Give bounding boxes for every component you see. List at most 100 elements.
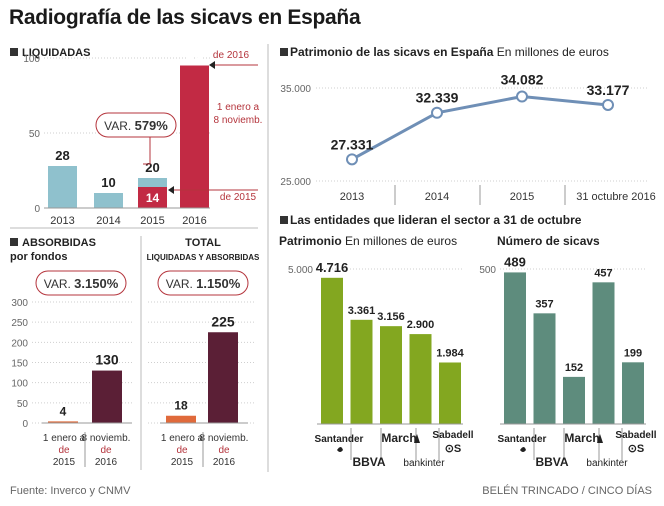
patrimonio-line (351, 95, 609, 161)
patrimonio-title: Patrimonio de las sicavs en España En mi… (290, 45, 609, 59)
absorbidas-value-label: 4 (60, 404, 67, 418)
absorbidas-xtick: 2015 (53, 457, 76, 468)
entidades-patrimonio-bar-Bankinter (409, 334, 432, 424)
liquidadas-value-label: 10 (101, 175, 115, 190)
numero-sicavs-logo-sabadell: Sabadell (615, 430, 656, 441)
liquidadas-top-arrow (209, 61, 215, 69)
total-bar-1 (208, 332, 238, 423)
numero-sicavs-sabadell-symbol-icon: ⊙S (628, 443, 645, 455)
entidades-patrimonio-logo-santander: Santander (315, 434, 364, 445)
patrimonio-value-label: 34.082 (501, 72, 544, 88)
patrimonio-value-label: 32.339 (416, 90, 459, 106)
entidades-patrimonio-logo-bankinter: bankinter (403, 458, 445, 469)
total-xtick: de (218, 445, 230, 456)
liquidadas-bottom-label: de 2015 (220, 192, 257, 203)
numero-sicavs-value-label: 489 (504, 254, 526, 269)
patrimonio-value-label: 27.331 (331, 136, 374, 152)
patrimonio-point (346, 153, 358, 166)
absorbidas-ytick: 100 (11, 379, 28, 390)
credit-note: BELÉN TRINCADO / CINCO DÍAS (482, 485, 652, 497)
entidades-patrimonio-logo-bbva: BBVA (352, 455, 385, 469)
liquidadas-bar-overlay (138, 187, 167, 208)
absorbidas-ytick: 200 (11, 338, 28, 349)
numero-sicavs-bar-Santander (504, 272, 526, 424)
absorbidas-ytick: 50 (17, 399, 29, 410)
total-var-badge-value: 1.150% (196, 276, 241, 291)
patrimonio-point (516, 90, 528, 103)
total-bar-0 (166, 415, 196, 423)
entidades-patrimonio-value-label: 4.716 (316, 260, 349, 275)
absorbidas-xtick: 8 noviemb. (82, 433, 131, 444)
numero-sicavs-bar-Sabadell (622, 362, 644, 424)
liquidadas-title: LIQUIDADAS (22, 47, 90, 59)
patrimonio-xtick: 2015 (510, 191, 534, 203)
numero-sicavs-logo-bankinter: bankinter (586, 458, 628, 469)
liquidadas-mid-label-2: 8 noviemb. (214, 115, 263, 126)
liquidadas-title-marker (10, 48, 18, 56)
page-title: Radiografía de las sicavs en España (9, 6, 361, 29)
liquidadas-value-label: 28 (55, 148, 69, 163)
numero-sicavs-value-label: 199 (624, 347, 642, 359)
liquidadas-var-badge-value: 579% (135, 118, 169, 133)
entidades-patrimonio-subtitle: En millones de euros (345, 234, 457, 248)
patrimonio-title-marker (280, 48, 288, 56)
numero-sicavs-bar-BBVA (533, 313, 556, 424)
absorbidas-var-badge-value: 3.150% (74, 276, 119, 291)
total-xtick: 2015 (171, 457, 194, 468)
absorbidas-var-badge-frame (35, 270, 127, 296)
numero-sicavs-logo-march: March (564, 431, 599, 445)
absorbidas-var-badge-label: VAR. 3.150% (44, 276, 119, 291)
liquidadas-var-badge: VAR. 579% (95, 112, 177, 138)
liquidadas-xtick: 2016 (182, 215, 206, 227)
numero-sicavs-title: Número de sicavs (497, 234, 600, 248)
patrimonio-ytick: 25.000 (280, 177, 311, 188)
entidades-section-marker (280, 216, 288, 224)
liquidadas-bar-2016 (180, 65, 209, 208)
entidades-patrimonio-bar-BBVA (350, 319, 373, 424)
numero-sicavs-value-label: 357 (535, 298, 553, 310)
patrimonio-subtitle: En millones de euros (497, 45, 609, 59)
total-var-badge-frame (157, 270, 249, 296)
absorbidas-ytick: 300 (11, 298, 28, 309)
liquidadas-bottom-arrow (168, 186, 174, 194)
entidades-patrimonio-value-label: 3.361 (348, 305, 376, 317)
liquidadas-var-badge-label: VAR. 579% (104, 118, 168, 133)
absorbidas-ytick: 150 (11, 359, 28, 370)
absorbidas-xtick: 1 enero a (43, 433, 86, 444)
total-var-badge: VAR. 1.150% (157, 270, 249, 296)
numero-sicavs-bar-March (563, 376, 585, 424)
absorbidas-ytick: 0 (22, 419, 28, 430)
absorbidas-bar-1 (92, 370, 122, 423)
entidades-patrimonio-logos: Santander BBVA March bankinter Sabadell ⊙S (315, 430, 474, 469)
entidades-patrimonio-value-label: 2.900 (407, 319, 435, 331)
entidades-patrimonio-logo-sabadell: Sabadell (432, 430, 473, 441)
total-subtitle: LIQUIDADAS Y ABSORBIDAS (147, 253, 260, 262)
liquidadas-xtick: 2013 (50, 215, 74, 227)
entidades-patrimonio-bar-Santander (321, 277, 343, 424)
total-title: TOTAL (185, 237, 221, 249)
numero-sicavs-logo-bbva: BBVA (535, 455, 568, 469)
numero-sicavs-bar-Bankinter (592, 282, 615, 424)
absorbidas-title-marker (10, 238, 18, 246)
total-xtick: 1 enero a (161, 433, 204, 444)
numero-sicavs-logos: Santander BBVA March bankinter Sabadell ⊙S (498, 430, 657, 469)
absorbidas-subtitle: por fondos (10, 251, 67, 263)
liquidadas-overlay-label: 14 (146, 191, 160, 205)
liquidadas-ytick: 50 (29, 129, 41, 140)
entidades-patrimonio-ytick: 5.000 (288, 265, 313, 276)
numero-sicavs-march-mark-icon (597, 434, 603, 443)
numero-sicavs-ytick: 500 (479, 265, 496, 276)
entidades-patrimonio-bar-March (380, 326, 402, 424)
entidades-patrimonio-bar-Sabadell (439, 362, 461, 424)
patrimonio-xtick: 2014 (425, 191, 449, 203)
numero-sicavs-value-label: 152 (565, 362, 583, 374)
patrimonio-xtick: 31 octubre 2016 (576, 191, 656, 203)
numero-sicavs-value-label: 457 (594, 267, 612, 279)
total-xtick: 2016 (213, 457, 236, 468)
source-note: Fuente: Inverco y CNMV (10, 485, 131, 497)
entidades-patrimonio-santander-flame-icon (337, 447, 343, 452)
absorbidas-var-badge: VAR. 3.150% (35, 270, 127, 296)
liquidadas-mid-label-1: 1 enero a (217, 102, 260, 113)
liquidadas-bar-2013 (48, 166, 77, 208)
entidades-patrimonio-value-label: 3.156 (377, 311, 405, 323)
